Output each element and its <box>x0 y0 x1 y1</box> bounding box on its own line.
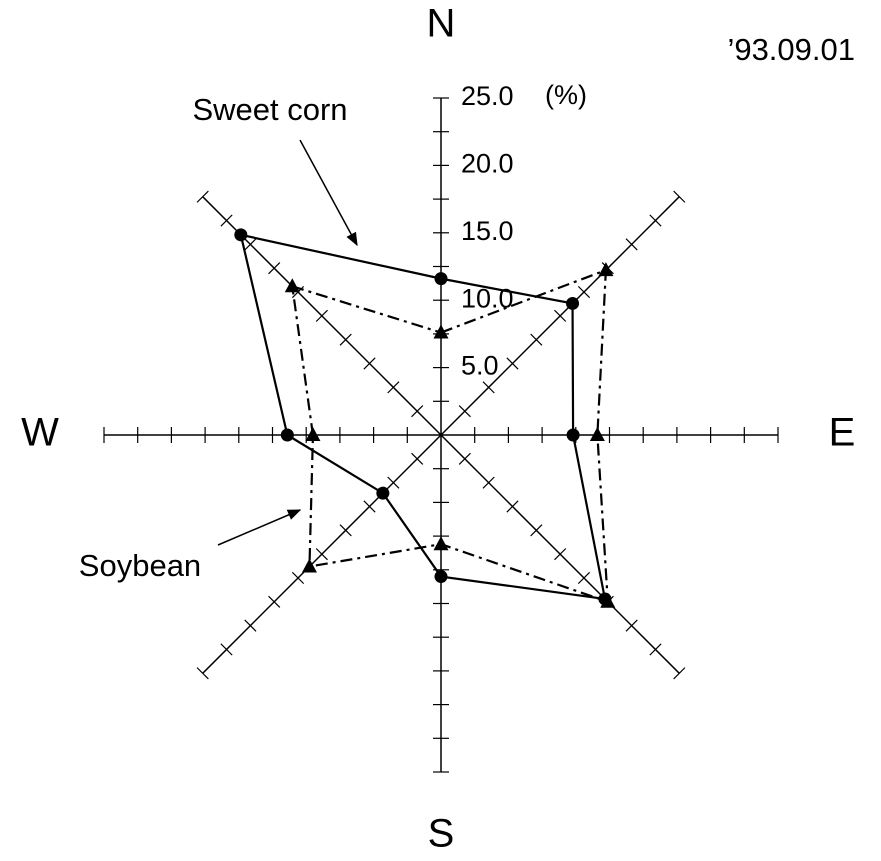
tick-mark <box>196 667 209 680</box>
tick-mark <box>268 595 281 608</box>
tick-mark <box>268 262 281 275</box>
tick-mark <box>244 238 257 251</box>
tick-mark <box>625 619 638 632</box>
tick-mark <box>315 309 328 322</box>
tick-mark <box>625 238 638 251</box>
tick-mark <box>554 309 567 322</box>
date-annotation: ’93.09.01 <box>727 32 855 67</box>
tick-mark <box>506 500 519 513</box>
tick-mark <box>649 643 662 656</box>
point <box>234 228 248 242</box>
tick-mark <box>577 285 591 299</box>
tick-mark <box>411 452 424 465</box>
point <box>284 278 300 293</box>
tick-mark <box>220 643 233 656</box>
point <box>376 486 390 500</box>
point <box>301 558 317 573</box>
point <box>434 570 448 584</box>
tick-mark <box>673 667 686 680</box>
r-tick-label: 15.0 <box>461 216 514 246</box>
point <box>305 427 321 441</box>
point <box>434 272 448 286</box>
point <box>433 536 449 551</box>
tick-mark <box>649 214 662 227</box>
point <box>566 296 580 310</box>
tick-mark <box>339 524 352 537</box>
tick-mark <box>554 548 567 561</box>
point <box>598 262 614 277</box>
tick-mark <box>458 452 471 465</box>
point <box>589 427 605 441</box>
tick-mark <box>387 381 400 394</box>
series-label: Soybean <box>79 548 201 583</box>
tick-mark <box>363 357 376 370</box>
tick-mark <box>196 190 209 203</box>
tick-mark <box>387 476 400 489</box>
direction-label: E <box>829 411 856 455</box>
tick-mark <box>482 476 495 489</box>
tick-mark <box>315 548 328 561</box>
point <box>600 593 616 608</box>
point <box>566 428 580 442</box>
tick-mark <box>458 405 471 418</box>
direction-label: W <box>21 411 59 455</box>
tick-mark <box>673 190 686 203</box>
tick-mark <box>244 619 257 632</box>
tick-mark <box>291 571 305 585</box>
direction-label: N <box>427 2 456 46</box>
r-tick-label: 5.0 <box>461 351 499 381</box>
r-tick-label: 25.0 <box>461 81 514 111</box>
tick-mark <box>339 333 352 346</box>
tick-mark <box>530 333 543 346</box>
arrow <box>217 509 302 546</box>
series-label: Sweet corn <box>192 92 347 127</box>
tick-mark <box>577 571 591 585</box>
tick-mark <box>482 381 495 394</box>
direction-label: S <box>428 812 455 856</box>
tick-mark <box>220 214 233 227</box>
tick-mark <box>530 524 543 537</box>
point <box>433 324 449 339</box>
point <box>280 428 294 442</box>
tick-mark <box>411 405 424 418</box>
r-tick-label: 20.0 <box>461 149 514 179</box>
unit-label: (%) <box>545 80 587 110</box>
tick-mark <box>506 357 519 370</box>
tick-mark <box>363 500 376 513</box>
arrow <box>299 139 358 247</box>
